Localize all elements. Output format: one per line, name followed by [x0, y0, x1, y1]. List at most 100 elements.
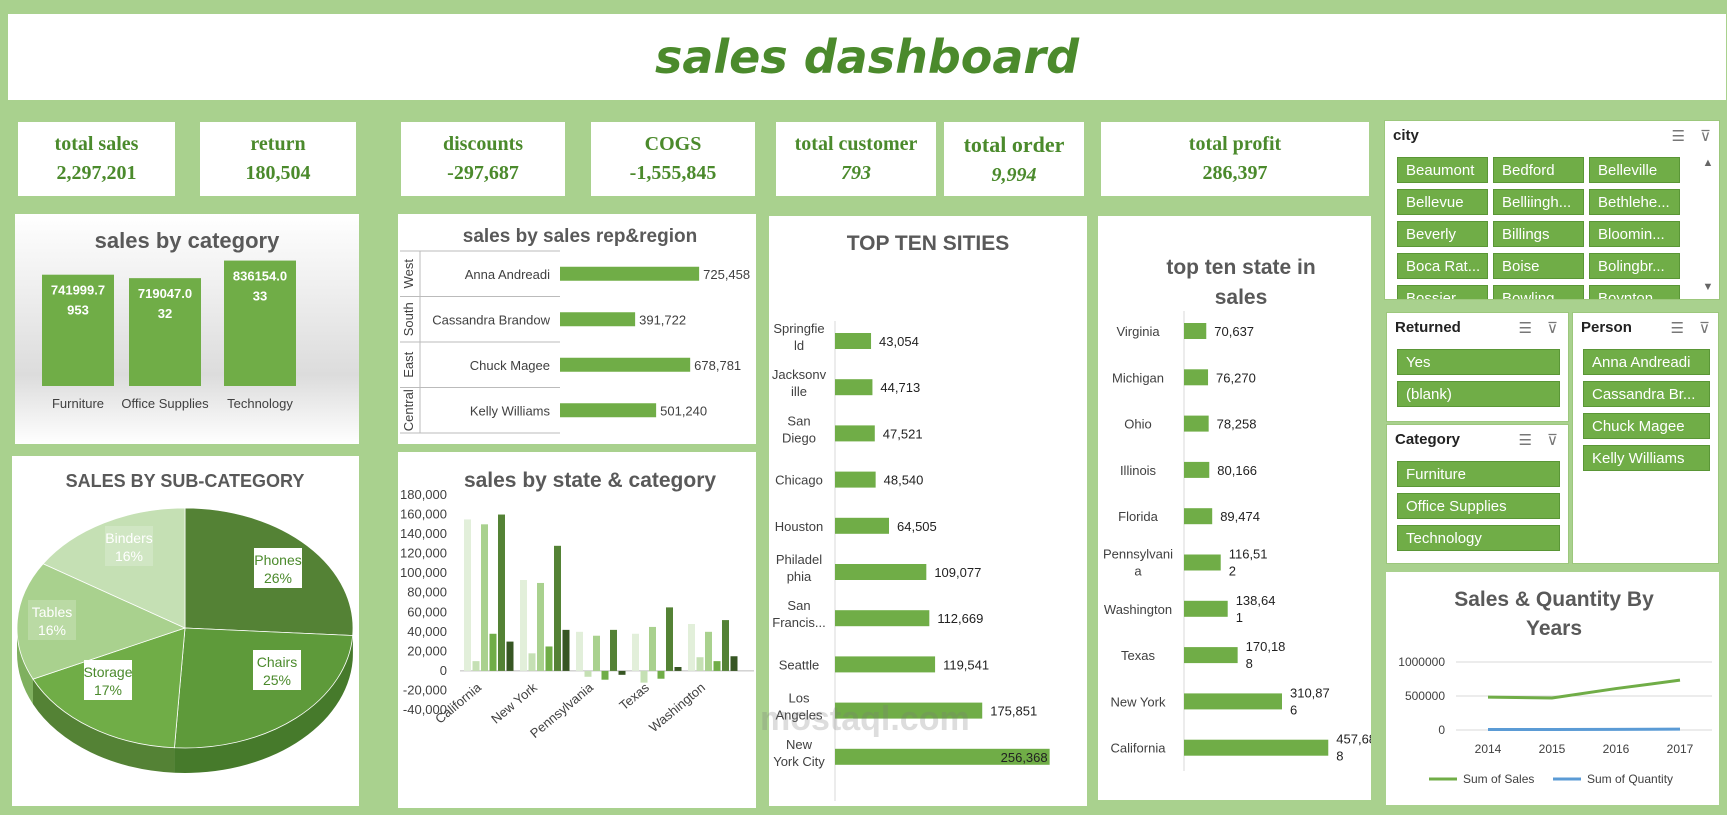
city-slicer: city ☰ ⊽ Beaumont Bedford Belleville Bellev… — [1384, 120, 1720, 300]
slicer-item[interactable]: Billings — [1493, 221, 1584, 247]
state-category-bar — [520, 580, 527, 671]
data-label: 70,637 — [1214, 324, 1254, 339]
states-chart: top ten state in sales Virginia 70,637 Michi… — [1103, 256, 1376, 771]
pie-label: Chairs 25% — [253, 650, 301, 690]
data-label: 1 — [1236, 610, 1243, 625]
tick-label: 60,000 — [407, 604, 447, 619]
city-bar — [835, 656, 936, 673]
slicer-item[interactable]: Bethlehe... — [1589, 189, 1680, 215]
tick-label: York City — [773, 754, 825, 769]
category-chart: sales by category 741999.7 953 Furniture 719… — [42, 228, 296, 411]
slicer-item[interactable]: Belleville — [1589, 157, 1680, 183]
state-bar — [1184, 693, 1282, 710]
slicer-item[interactable]: Bedford — [1493, 157, 1584, 183]
clear-filter-icon[interactable]: ⊽ — [1547, 432, 1558, 449]
person-slicer: Person ☰ ⊽ Anna Andreadi Cassandra Br... C… — [1572, 312, 1719, 564]
data-label: 310,87 — [1290, 685, 1330, 700]
data-label: 33 — [253, 289, 267, 304]
kpi-value: 793 — [841, 162, 871, 184]
tick-label: California — [1111, 741, 1167, 756]
slicer-item[interactable]: Bloomin... — [1589, 221, 1680, 247]
data-label: 112,669 — [937, 611, 983, 626]
legend-label: Sum of Quantity — [1587, 772, 1673, 786]
slicer-item[interactable]: Office Supplies — [1397, 493, 1560, 519]
state-category-bar — [481, 524, 488, 671]
multi-select-icon[interactable]: ☰ — [1670, 320, 1684, 337]
slicer-item[interactable]: Bossier... — [1397, 285, 1488, 299]
state-category-bar — [472, 661, 480, 671]
chart-title: SALES BY SUB-CATEGORY — [66, 471, 305, 491]
chart-title: Sales & Quantity By — [1454, 588, 1654, 611]
tick-label: 2016 — [1603, 742, 1630, 756]
slicer-item[interactable]: Boynton... — [1589, 285, 1680, 299]
tick-label: Washington — [646, 680, 708, 735]
data-label: 32 — [158, 306, 172, 321]
slicer-item[interactable]: Kelly Williams — [1583, 445, 1710, 471]
category-chart-panel: sales by category 741999.7 953 Furniture 719… — [15, 214, 359, 444]
state-category-bar — [576, 631, 583, 671]
kpi-label: COGS — [644, 133, 702, 155]
states-chart-panel: top ten state in sales Virginia 70,637 Michi… — [1098, 216, 1376, 800]
tick-label: New — [786, 737, 813, 752]
state-category-chart: sales by state & category 180,000 160,000 1… — [400, 469, 754, 741]
data-label: 256,368 — [1001, 750, 1048, 765]
cities-chart-panel: TOP TEN SITIES Springfie ld 43,054 Jacksonv i… — [769, 216, 1087, 806]
chart-title: sales by sales rep&region — [463, 226, 697, 247]
multi-select-icon[interactable]: ☰ — [1518, 320, 1532, 337]
slicer-item[interactable]: Bolingbr... — [1589, 253, 1680, 279]
clear-filter-icon[interactable]: ⊽ — [1700, 128, 1711, 145]
tick-label: Jacksonv — [772, 367, 827, 382]
slicer-item[interactable]: Chuck Magee — [1583, 413, 1710, 439]
slicer-item[interactable]: Boca Rat... — [1397, 253, 1488, 279]
city-bar — [835, 564, 927, 580]
city-bar — [835, 517, 890, 534]
tick-label: a — [1134, 564, 1142, 579]
scroll-down-icon[interactable]: ▼ — [1702, 281, 1714, 293]
slicer-item[interactable]: Technology — [1397, 525, 1560, 551]
slicer-item[interactable]: Bowling... — [1493, 285, 1584, 299]
data-label: 391,722 — [639, 312, 686, 327]
slice-name: Binders — [105, 530, 152, 546]
slice-percent: 16% — [38, 622, 66, 638]
data-label: 64,505 — [897, 519, 937, 534]
tick-label: Houston — [775, 519, 823, 534]
slice-percent: 26% — [264, 570, 292, 586]
state-category-bar — [554, 545, 561, 671]
slicer-item[interactable]: Beaumont — [1397, 157, 1488, 183]
scroll-up-icon[interactable]: ▲ — [1702, 157, 1714, 169]
kpi-label: discounts — [442, 133, 524, 155]
region-label: Central — [401, 389, 416, 431]
tick-label: 2017 — [1667, 742, 1694, 756]
city-bar — [835, 471, 876, 488]
subcategory-chart-panel: SALES BY SUB-CATEGORY Phones 26% Chairs 25% S… — [12, 456, 359, 806]
data-label: 170,18 — [1246, 639, 1286, 654]
slicer-item[interactable]: Boise — [1493, 253, 1584, 279]
city-bar — [835, 333, 872, 349]
slicer-item[interactable]: Bellevue — [1397, 189, 1488, 215]
legend-label: Sum of Sales — [1463, 772, 1534, 786]
data-label: 109,077 — [934, 565, 981, 580]
data-label: 116,51 — [1229, 547, 1268, 562]
slicer-item[interactable]: Beverly — [1397, 221, 1488, 247]
tick-label: New York — [1111, 694, 1166, 709]
category-bar — [42, 274, 114, 386]
clear-filter-icon[interactable]: ⊽ — [1699, 320, 1710, 337]
slicer-item[interactable]: Anna Andreadi — [1583, 349, 1710, 375]
multi-select-icon[interactable]: ☰ — [1671, 128, 1685, 145]
multi-select-icon[interactable]: ☰ — [1518, 432, 1532, 449]
slicer-item[interactable]: Belliingh... — [1493, 189, 1584, 215]
city-bar — [835, 379, 873, 396]
state-bar — [1184, 554, 1221, 571]
data-label: 78,258 — [1217, 417, 1257, 432]
clear-filter-icon[interactable]: ⊽ — [1547, 320, 1558, 337]
slicer-item[interactable]: Furniture — [1397, 461, 1560, 487]
data-label: 48,540 — [884, 473, 924, 488]
slicer-item[interactable]: Yes — [1397, 349, 1560, 375]
slicer-title: Returned — [1395, 319, 1461, 336]
tick-label: 40,000 — [407, 624, 447, 639]
pie-side — [32, 679, 175, 773]
state-category-bar — [610, 629, 617, 671]
slicer-item[interactable]: (blank) — [1397, 381, 1560, 407]
tick-label: Virginia — [1116, 324, 1160, 339]
slicer-item[interactable]: Cassandra Br... — [1583, 381, 1710, 407]
